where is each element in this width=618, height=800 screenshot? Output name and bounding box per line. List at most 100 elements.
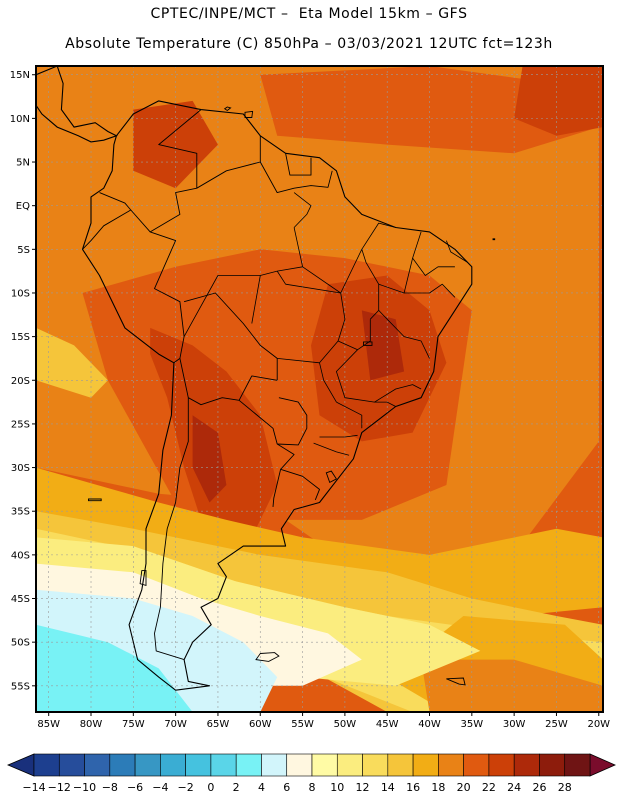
lon-tick-label-4: 65W: [207, 719, 230, 730]
lon-tick-label-10: 35W: [461, 719, 484, 730]
colorbar-label-7: 0: [207, 781, 214, 794]
colorbar-label-5: −4: [152, 781, 168, 794]
state-border-14: [335, 349, 396, 407]
state-border-11: [404, 283, 456, 298]
state-border-15: [374, 384, 422, 403]
lat-tick-label-5: 10S: [11, 288, 30, 299]
colorbar-swatch-19: [513, 753, 540, 777]
lat-tick-label-9: 30S: [11, 463, 30, 474]
state-border-6: [302, 266, 341, 294]
country-border-10: [259, 161, 333, 194]
lat-tick-label-0: 15N: [10, 70, 30, 81]
state-border-8: [361, 222, 396, 250]
colorbar-swatch-4: [134, 753, 161, 777]
temperature-field-9: [361, 310, 405, 381]
lon-tick-label-1: 80W: [80, 719, 103, 730]
lon-tick-label-5: 60W: [249, 719, 272, 730]
colorbar-swatch-13: [362, 753, 389, 777]
colorbar-swatch-0: [33, 753, 60, 777]
lon-tick-label-3: 70W: [164, 719, 187, 730]
temperature-field-15: [36, 537, 481, 686]
colorbar-label-13: 12: [356, 781, 370, 794]
lon-tick-label-7: 50W: [334, 719, 357, 730]
colorbar-min-arrow: [6, 753, 35, 777]
colorbar-label-2: −10: [73, 781, 96, 794]
colorbar-swatch-2: [84, 753, 111, 777]
lat-tick-label-14: 55S: [11, 681, 30, 692]
lake-0: [325, 470, 338, 484]
colorbar-swatch-14: [387, 753, 414, 777]
lat-tick-label-10: 35S: [11, 507, 30, 518]
lon-tick-label-12: 25W: [545, 719, 568, 730]
colorbar-label-9: 4: [258, 781, 265, 794]
lat-tick-label-8: 25S: [11, 419, 30, 430]
country-border-6: [154, 397, 189, 661]
colorbar-label-6: −2: [178, 781, 194, 794]
colorbar-label-3: −8: [102, 781, 118, 794]
colorbar-swatch-3: [109, 753, 136, 777]
lat-tick-label-6: 15S: [11, 332, 30, 343]
state-border-16: [336, 401, 363, 429]
map-title-line-1: CPTEC/INPE/MCT – Eta Model 15km – GFS: [150, 6, 468, 22]
colorbar-swatch-1: [58, 753, 85, 777]
state-border-18: [313, 442, 350, 456]
country-border-7: [238, 397, 308, 446]
lat-tick-label-13: 50S: [11, 638, 30, 649]
island-0: [255, 652, 280, 662]
country-border-8: [280, 468, 320, 501]
latitude-axis: 15N 10N 5N EQ 5S 10S 15S 20S 25S 30S 35S 40S 45S 50S 5…: [10, 70, 36, 692]
lake-1: [363, 341, 373, 346]
country-border-3: [130, 209, 151, 233]
state-border-10: [412, 257, 455, 276]
island-3: [223, 106, 232, 112]
colorbar-swatch-21: [564, 753, 591, 777]
state-border-1: [251, 275, 261, 324]
geography-lines: [36, 66, 496, 691]
island-4: [244, 110, 254, 118]
island-2: [139, 570, 147, 586]
colorbar-label-0: −14: [22, 781, 45, 794]
colorbar-label-10: 6: [283, 781, 290, 794]
colorbar-swatch-15: [412, 753, 439, 777]
colorbar-swatch-18: [488, 753, 515, 777]
temperature-colorbar: −14 −12 −10 −8 −6 −4 −2 0 2 4 6 8 10 12 14 16 18 20 22 24 26…: [6, 753, 616, 794]
colorbar-label-14: 14: [381, 781, 395, 794]
state-border-19: [446, 240, 468, 263]
colorbar-swatch-11: [311, 753, 338, 777]
state-border-12: [378, 310, 430, 359]
country-border-9: [272, 443, 295, 507]
temperature-field-10: [36, 467, 603, 616]
colorbar-swatch-17: [463, 753, 490, 777]
colorbar-label-16: 18: [431, 781, 445, 794]
south-america-coastline: [81, 100, 473, 691]
map-frame: [35, 65, 604, 713]
colorbar-label-1: −12: [48, 781, 71, 794]
central-america-coastline: [36, 66, 118, 143]
state-border-7: [340, 248, 380, 320]
state-border-17: [319, 434, 358, 438]
colorbar-label-19: 24: [507, 781, 521, 794]
longitude-axis: 85W 80W 75W 70W 65W 60W 55W 50W 45W 40W 35W 30W 25W 2…: [37, 712, 610, 730]
temperature-field-18: [36, 624, 193, 712]
colorbar-max-arrow: [589, 753, 616, 777]
lat-tick-label-11: 40S: [11, 550, 30, 561]
colorbar-label-12: 10: [330, 781, 344, 794]
colorbar-swatch-9: [261, 753, 288, 777]
colorbar-swatch-16: [438, 753, 464, 777]
lat-tick-label-7: 20S: [11, 376, 30, 387]
colorbar-swatch-20: [539, 753, 566, 777]
country-border-4: [183, 292, 278, 381]
colorbar-label-15: 16: [406, 781, 420, 794]
colorbar-label-4: −6: [127, 781, 143, 794]
colorbar-label-20: 26: [532, 781, 546, 794]
lon-tick-label-8: 45W: [376, 719, 399, 730]
lat-tick-label-4: 5S: [17, 245, 30, 256]
map-title-line-2: Absolute Temperature (C) 850hPa – 03/03/…: [65, 36, 553, 52]
colorbar-label-18: 22: [482, 781, 496, 794]
colorbar-label-17: 20: [457, 781, 471, 794]
lat-tick-label-3: EQ: [16, 201, 30, 212]
colorbar-swatch-7: [210, 753, 237, 777]
colorbar-label-8: 2: [233, 781, 240, 794]
colorbar-swatch-10: [286, 753, 313, 777]
